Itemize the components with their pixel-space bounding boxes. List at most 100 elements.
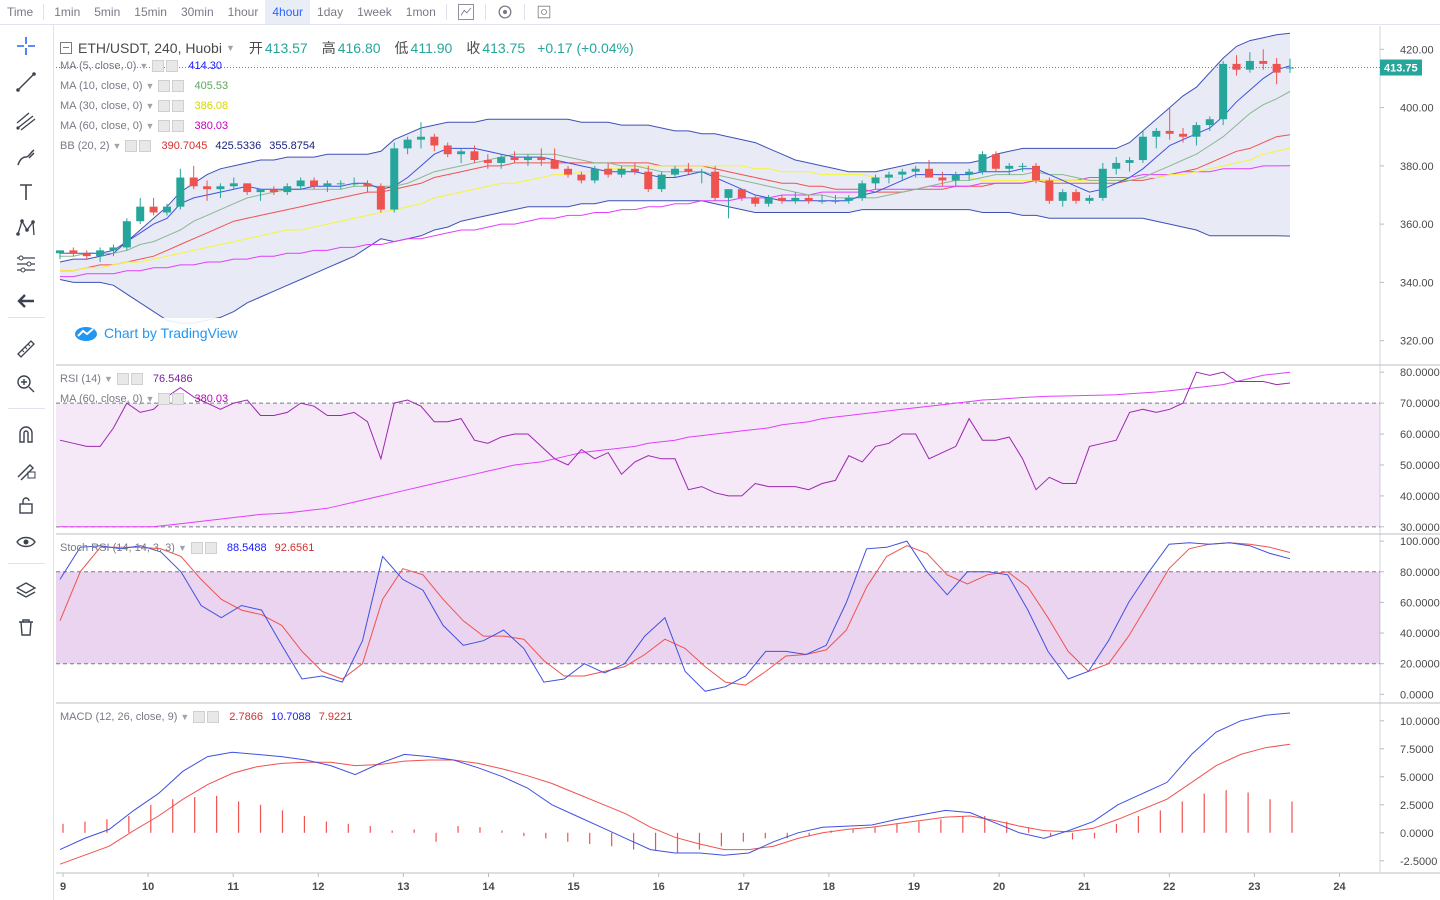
fib-icon[interactable] [11, 106, 41, 136]
rsi-tick-label: 80.0000 [1400, 367, 1440, 379]
close-icon[interactable] [172, 100, 185, 112]
close-label: 收 [466, 40, 481, 56]
dropdown-icon[interactable]: ▼ [103, 374, 113, 384]
timeframe-1week[interactable]: 1week [357, 5, 392, 19]
timeframe-5min[interactable]: 5min [94, 5, 121, 19]
close-icon[interactable] [204, 542, 217, 554]
ma5-value: 414.30 [188, 60, 222, 72]
settings-icon[interactable] [190, 542, 203, 554]
rsi-label: RSI (14) [60, 373, 101, 385]
ma10-value: 405.53 [194, 80, 229, 92]
price-tick-label: 320.00 [1400, 336, 1434, 348]
dropdown-icon[interactable]: ▼ [145, 121, 155, 131]
time-tick-label: 24 [1333, 881, 1346, 893]
dropdown-icon[interactable]: ▼ [145, 81, 155, 91]
prediction-icon[interactable] [11, 249, 41, 279]
candle-body [644, 171, 653, 190]
trend-line-icon[interactable] [11, 67, 41, 97]
settings-icon[interactable] [193, 711, 206, 723]
price-tick-label: 360.00 [1400, 219, 1434, 231]
candle-body [791, 197, 800, 201]
tradingview-watermark[interactable]: Chart by TradingView [68, 318, 253, 348]
timeframe-4hour[interactable]: 4hour [265, 0, 311, 24]
indicators-icon[interactable] [493, 0, 517, 24]
time-tick-label: 22 [1163, 881, 1175, 893]
settings-icon[interactable] [152, 60, 165, 72]
rsi-value: 76.5486 [152, 373, 193, 385]
pattern-icon[interactable] [11, 213, 41, 243]
timeframe-1hour[interactable]: 1hour [227, 5, 259, 19]
ma60-label: MA (60, close, 0) [60, 120, 143, 132]
close-icon[interactable] [130, 373, 143, 385]
text-icon[interactable] [11, 177, 41, 207]
close-icon[interactable] [207, 711, 220, 723]
timeframe-time[interactable]: Time [7, 5, 34, 19]
chart-type-icon[interactable] [454, 0, 478, 24]
candle-body [831, 200, 840, 202]
settings-icon[interactable] [158, 80, 171, 92]
close-icon[interactable] [172, 120, 185, 132]
dropdown-icon[interactable]: ▼ [177, 543, 187, 553]
symbol-dropdown-icon[interactable]: ▼ [225, 43, 235, 53]
settings-icon[interactable] [125, 140, 138, 152]
ruler-icon[interactable] [11, 334, 41, 364]
bb-label: BB (20, 2) [60, 140, 110, 152]
trash-icon[interactable] [11, 612, 41, 642]
candle-body [82, 253, 91, 257]
candle-body [296, 180, 305, 187]
macd-tick-label: 5.0000 [1400, 772, 1434, 784]
toolbar-divider [484, 4, 486, 20]
collapse-icon[interactable] [60, 42, 72, 54]
back-arrow-icon[interactable] [11, 286, 41, 316]
fullscreen-icon[interactable] [532, 0, 556, 24]
layers-icon[interactable] [11, 576, 41, 606]
settings-icon[interactable] [116, 373, 129, 385]
time-tick-label: 23 [1248, 881, 1260, 893]
candle-body [1018, 165, 1027, 167]
lock-drawing-icon[interactable] [11, 454, 41, 484]
eye-icon[interactable] [11, 527, 41, 557]
settings-icon[interactable] [158, 393, 171, 405]
close-icon[interactable] [166, 60, 179, 72]
dropdown-icon[interactable]: ▼ [180, 712, 190, 722]
time-tick-label: 14 [482, 881, 495, 893]
time-tick-label: 11 [227, 881, 239, 893]
unlock-icon[interactable] [11, 490, 41, 520]
candle-body [1045, 180, 1054, 201]
brush-icon[interactable] [11, 142, 41, 172]
stoch-d-value: 92.6561 [274, 542, 315, 554]
zoom-in-icon[interactable] [11, 369, 41, 399]
candle-body [523, 157, 532, 161]
crosshair-icon[interactable] [11, 31, 41, 61]
close-icon[interactable] [172, 80, 185, 92]
candle-body [697, 171, 706, 173]
dropdown-icon[interactable]: ▼ [145, 394, 155, 404]
rsi-ma-label: MA (60, close, 0) [60, 393, 143, 405]
ma60-value: 380.03 [194, 120, 229, 132]
open-label: 开 [248, 40, 263, 56]
candle-body [56, 250, 64, 254]
close-icon[interactable] [172, 393, 185, 405]
candle-body [1072, 192, 1081, 201]
settings-icon[interactable] [158, 120, 171, 132]
timeframe-1min[interactable]: 1min [54, 5, 81, 19]
candle-body [497, 157, 506, 163]
candle-body [443, 145, 452, 155]
time-tick-label: 19 [908, 881, 920, 893]
magnet-icon[interactable] [11, 419, 41, 449]
timeframe-1mon[interactable]: 1mon [405, 5, 436, 19]
close-icon[interactable] [139, 140, 152, 152]
timeframe-1day[interactable]: 1day [317, 5, 344, 19]
timeframe-15min[interactable]: 15min [134, 5, 167, 19]
dropdown-icon[interactable]: ▼ [112, 141, 122, 151]
bb-upper-value: 425.5336 [215, 140, 262, 152]
settings-icon[interactable] [158, 100, 171, 112]
dropdown-icon[interactable]: ▼ [139, 61, 149, 71]
candle-body [483, 160, 492, 163]
macd-signal-line [59, 743, 1291, 865]
candle-body [430, 136, 439, 146]
time-tick-label: 21 [1078, 881, 1090, 893]
timeframe-30min[interactable]: 30min [180, 5, 214, 19]
dropdown-icon[interactable]: ▼ [145, 101, 155, 111]
